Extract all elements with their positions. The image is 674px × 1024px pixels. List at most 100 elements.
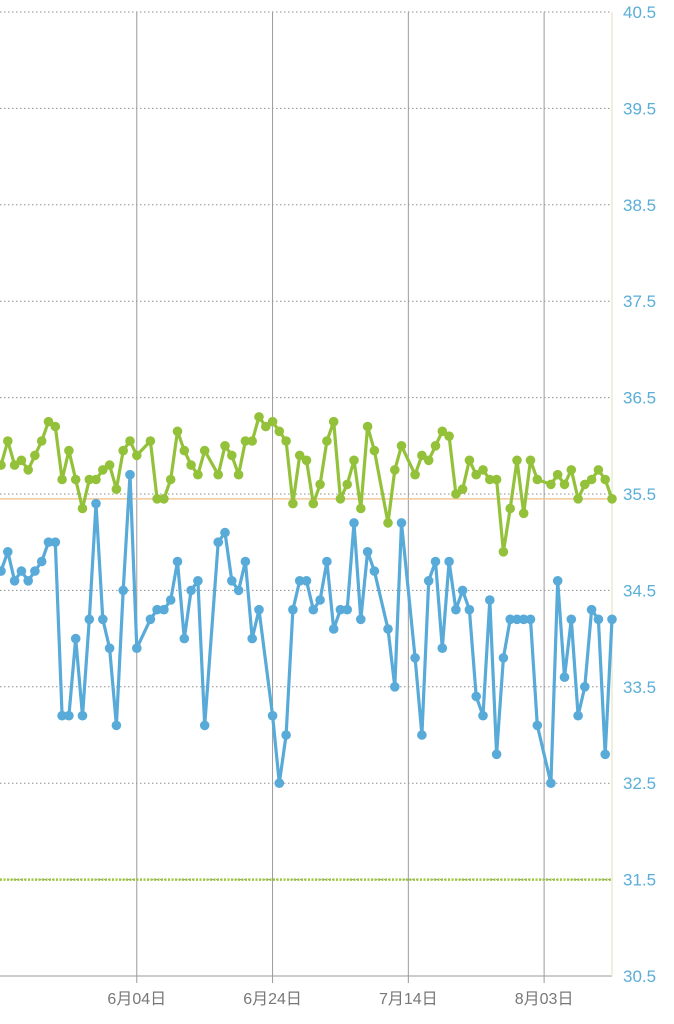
y-tick-label: 39.5	[623, 99, 656, 118]
y-tick-label: 37.5	[623, 292, 656, 311]
y-tick-label: 31.5	[623, 871, 656, 890]
data-point	[301, 455, 312, 466]
data-point	[125, 469, 135, 480]
data-point	[227, 450, 237, 461]
data-point	[580, 682, 590, 692]
data-point	[498, 547, 509, 557]
data-point	[586, 474, 597, 485]
grid-lines	[0, 11, 613, 983]
data-point	[36, 556, 47, 567]
data-point	[0, 566, 6, 576]
data-point	[478, 710, 488, 721]
data-point	[70, 474, 81, 485]
data-point	[23, 465, 33, 475]
data-point	[396, 441, 407, 451]
data-point	[193, 469, 203, 480]
data-point	[186, 460, 196, 470]
data-point	[573, 710, 583, 721]
data-point	[84, 474, 95, 485]
data-point	[444, 556, 454, 567]
data-point	[152, 494, 162, 504]
x-tick-label: 6月24日	[243, 991, 302, 1008]
data-point	[261, 421, 271, 432]
data-point	[485, 474, 495, 485]
data-point	[471, 691, 482, 702]
series-line	[0, 415, 614, 554]
data-point	[84, 614, 95, 625]
data-point	[349, 518, 359, 528]
data-point	[525, 614, 536, 625]
data-point	[165, 595, 176, 605]
data-point	[322, 436, 332, 446]
data-point	[396, 518, 407, 528]
data-point	[36, 436, 47, 446]
data-point	[417, 730, 427, 740]
data-point	[566, 465, 577, 475]
data-point	[50, 421, 61, 432]
data-point	[64, 445, 74, 456]
data-point	[152, 604, 162, 615]
data-point	[254, 604, 264, 615]
data-point	[9, 460, 20, 470]
data-point	[362, 547, 373, 557]
data-point	[559, 672, 570, 682]
data-point	[505, 503, 515, 514]
data-point	[471, 469, 482, 480]
data-point	[220, 441, 230, 451]
data-point	[451, 604, 461, 615]
data-point	[430, 556, 441, 567]
data-point	[43, 537, 54, 547]
x-tick-label: 6月04日	[107, 991, 166, 1008]
data-point	[498, 653, 509, 663]
data-point	[186, 585, 196, 596]
data-point	[593, 465, 604, 475]
data-point	[566, 614, 577, 625]
data-point	[308, 498, 319, 509]
data-point	[267, 416, 278, 427]
data-point	[199, 720, 210, 731]
data-point	[600, 474, 610, 485]
data-point	[356, 614, 366, 625]
data-point	[91, 498, 101, 509]
y-tick-label: 36.5	[623, 389, 656, 408]
data-point	[369, 445, 380, 456]
data-point	[213, 537, 223, 547]
data-point	[132, 450, 142, 461]
data-point	[23, 576, 33, 586]
data-point	[417, 450, 427, 461]
data-point	[437, 426, 448, 437]
data-point	[328, 416, 339, 427]
data-point	[165, 474, 176, 485]
data-point	[532, 720, 543, 731]
data-point	[64, 710, 74, 721]
data-point	[281, 730, 291, 740]
data-point	[227, 576, 237, 586]
data-point	[281, 436, 291, 446]
data-point	[91, 474, 101, 485]
data-point	[57, 474, 67, 485]
data-point	[410, 653, 420, 663]
data-point	[315, 595, 325, 605]
x-axis-tick-labels: 6月04日 6月24日 7月14日 8月03日	[107, 991, 573, 1008]
data-point	[308, 604, 319, 615]
data-point	[552, 576, 563, 586]
data-point	[220, 527, 230, 538]
data-point	[3, 436, 13, 446]
y-tick-label: 40.5	[623, 3, 656, 22]
data-series	[0, 412, 617, 788]
y-tick-label: 32.5	[623, 774, 656, 793]
data-point	[193, 576, 203, 586]
y-tick-label: 35.5	[623, 485, 656, 504]
data-point	[159, 494, 169, 504]
data-point	[451, 489, 461, 499]
data-point	[274, 778, 285, 788]
data-point	[505, 614, 515, 625]
data-point	[288, 498, 298, 509]
data-point	[369, 566, 380, 576]
data-point	[600, 749, 610, 760]
data-point	[322, 556, 332, 567]
data-point	[233, 585, 244, 596]
data-point	[383, 518, 393, 528]
data-point	[423, 455, 434, 466]
